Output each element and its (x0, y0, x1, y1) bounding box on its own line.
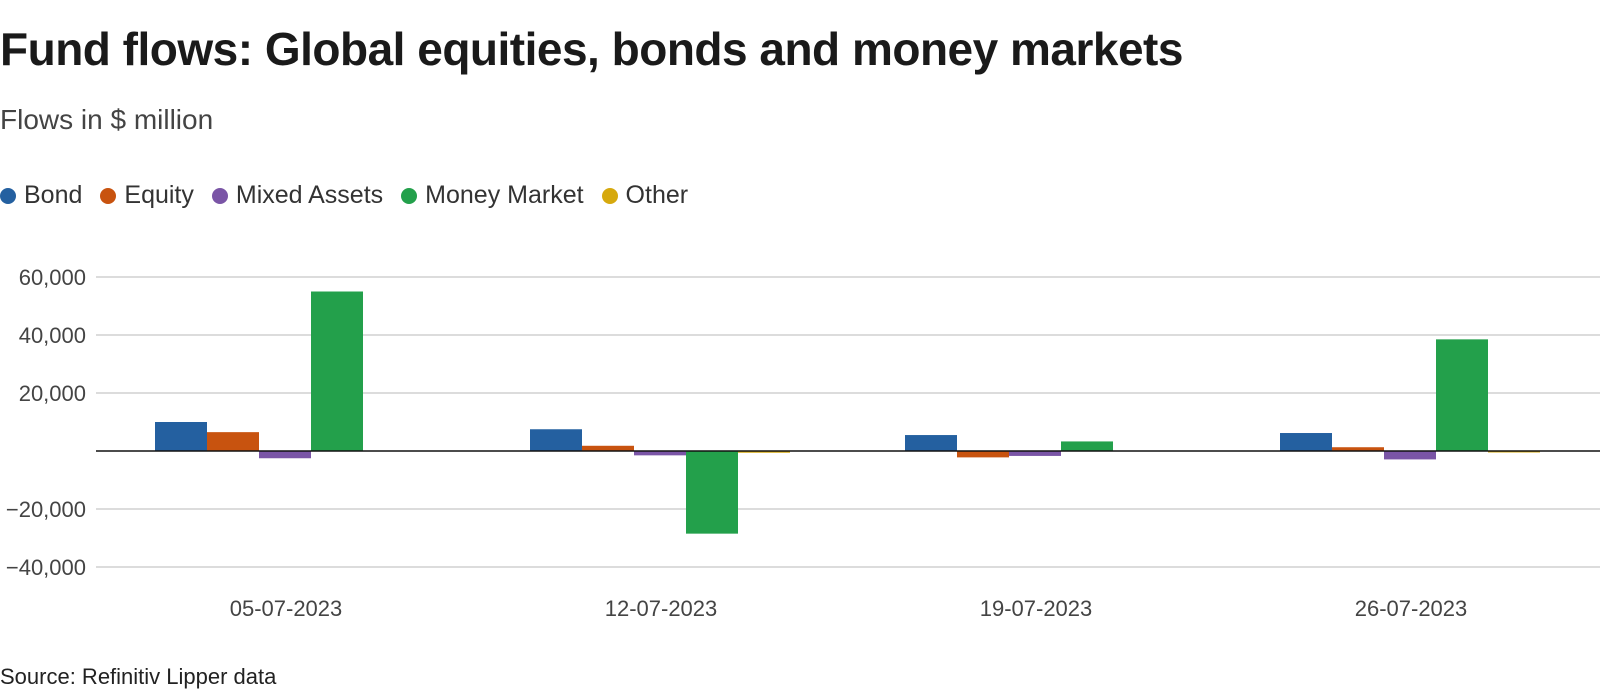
bar-mixed-assets (1009, 451, 1061, 456)
bar-bond (905, 435, 957, 451)
x-tick-label: 12-07-2023 (605, 596, 718, 621)
y-tick-label: −40,000 (6, 555, 86, 580)
legend-label-bond: Bond (24, 181, 83, 209)
legend-label-money-market: Money Market (425, 181, 584, 209)
bar-money-market (686, 451, 738, 534)
y-tick-label: −20,000 (6, 497, 86, 522)
legend-item-bond: Bond (0, 181, 82, 210)
x-tick-label: 26-07-2023 (1355, 596, 1468, 621)
legend-label-other: Other (625, 181, 689, 209)
chart-title: Fund flows: Global equities, bonds and m… (0, 23, 1183, 75)
chart-subtitle: Flows in $ million (0, 104, 214, 135)
bar-bond (530, 429, 582, 451)
y-tick-label: 40,000 (19, 323, 86, 348)
y-tick-label: 20,000 (19, 381, 86, 406)
legend-item-mixed-assets: Mixed Assets (211, 181, 384, 210)
bar-equity (582, 445, 634, 451)
x-tick-label: 19-07-2023 (980, 596, 1093, 621)
bar-money-market (1436, 339, 1488, 451)
legend-item-money-market: Money Market (401, 181, 584, 210)
bar-equity (1332, 447, 1384, 451)
y-tick-label: 60,000 (19, 265, 86, 290)
legend-item-equity: Equity (100, 181, 194, 210)
bar-bond (155, 422, 207, 451)
bar-mixed-assets (1384, 451, 1436, 460)
bar-chart: 60,000 40,000 20,000 −20,000 −40,000 05-07-20… (6, 265, 1600, 621)
x-tick-label: 05-07-2023 (230, 596, 343, 621)
legend-marker-equity (100, 187, 117, 204)
source-note: Source: Refinitiv Lipper data (0, 664, 277, 689)
bar-other (738, 451, 790, 453)
bar-bond (1280, 433, 1332, 451)
legend-label-mixed-assets: Mixed Assets (235, 181, 384, 209)
legend-item-other: Other (601, 181, 689, 210)
legend-marker-bond (0, 187, 16, 204)
legend: Bond Equity Mixed Assets Money Market Ot… (0, 181, 706, 210)
legend-marker-money-market (401, 187, 418, 204)
bar-equity (207, 432, 259, 451)
bar-equity (957, 451, 1009, 458)
bar-mixed-assets (634, 451, 686, 456)
legend-marker-mixed-assets (211, 187, 228, 204)
legend-label-equity: Equity (124, 181, 194, 209)
bar-money-market (311, 291, 363, 451)
bar-mixed-assets (259, 451, 311, 459)
legend-marker-other (601, 187, 618, 204)
bar-money-market (1061, 441, 1113, 451)
